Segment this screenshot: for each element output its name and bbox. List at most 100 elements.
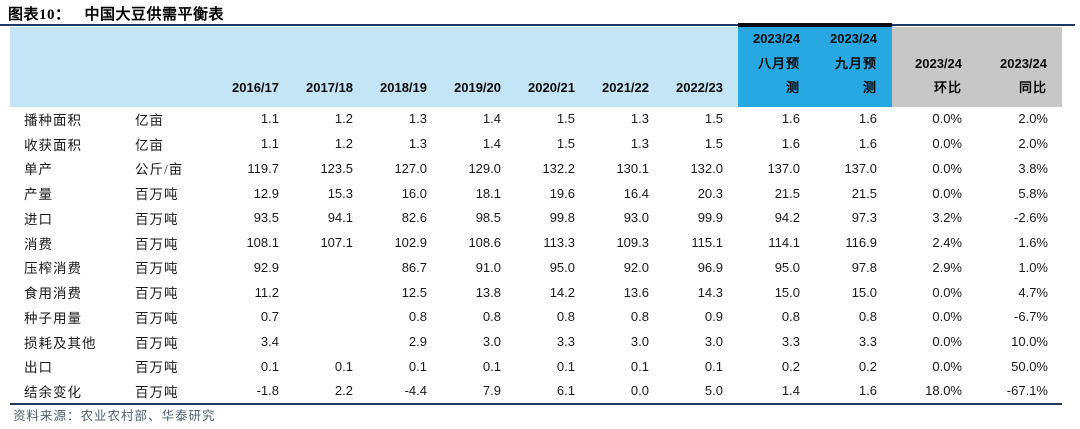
row-label: 压榨消费 xyxy=(10,255,130,280)
cell-value: 14.3 xyxy=(664,279,738,305)
header-year: 2016/17 xyxy=(220,27,294,107)
header-line: 2023/24 xyxy=(915,55,962,71)
header-line: 测 xyxy=(862,80,877,95)
cell-value: 0.2 xyxy=(815,354,892,379)
title-divider-rule xyxy=(0,24,1075,26)
header-line: 八月预 xyxy=(757,55,800,71)
cell-value: 0.0% xyxy=(892,180,977,206)
cell-value xyxy=(294,279,368,305)
cell-value: 0.8 xyxy=(516,304,590,330)
cell-value: 1.2 xyxy=(294,106,368,132)
cell-value: 0.0% xyxy=(892,106,977,132)
cell-value: 1.4 xyxy=(442,131,516,156)
header-line: 测 xyxy=(785,80,800,95)
cell-value: 82.6 xyxy=(368,205,442,231)
cell-value: 4.7% xyxy=(977,279,1062,305)
cell-value: 0.0% xyxy=(892,304,977,330)
cell-value: 0.0% xyxy=(892,279,977,305)
cell-value: 12.5 xyxy=(368,279,442,305)
cell-value: 108.1 xyxy=(220,230,294,255)
cell-value: 5.0 xyxy=(664,378,738,404)
cell-value: 7.9 xyxy=(442,378,516,404)
header-unit-blank xyxy=(130,27,220,107)
cell-value: 1.5 xyxy=(664,106,738,132)
cell-value: 130.1 xyxy=(590,156,664,181)
cell-value: 19.6 xyxy=(516,180,590,206)
table-row: 播种面积 亿亩 1.1 1.2 1.3 1.4 1.5 1.3 1.5 1.6 1.6 0.0% 2.0… xyxy=(10,106,1062,132)
header-yoy-change: 2023/24 同比 xyxy=(977,27,1062,107)
cell-value: 0.1 xyxy=(590,354,664,379)
cell-value: -1.8 xyxy=(220,378,294,404)
cell-value: 3.3 xyxy=(815,329,892,354)
row-unit: 百万吨 xyxy=(130,255,220,280)
cell-value: 1.1 xyxy=(220,106,294,132)
row-label: 损耗及其他 xyxy=(10,329,130,354)
cell-value: 2.0% xyxy=(977,131,1062,156)
header-forecast-september: 2023/24 九月预 测 xyxy=(815,27,892,107)
cell-value: 3.0 xyxy=(442,329,516,354)
cell-value: 99.8 xyxy=(516,205,590,231)
cell-value: 137.0 xyxy=(738,156,815,181)
cell-value: 1.3 xyxy=(368,131,442,156)
row-unit: 亿亩 xyxy=(130,131,220,156)
cell-value: 2.9% xyxy=(892,255,977,280)
row-label: 种子用量 xyxy=(10,304,130,330)
row-unit: 亿亩 xyxy=(130,106,220,132)
cell-value: 1.6 xyxy=(738,131,815,156)
cell-value: 0.7 xyxy=(220,304,294,330)
table-row: 进口 百万吨 93.5 94.1 82.6 98.5 99.8 93.0 99.9 94.2 97.… xyxy=(10,205,1062,231)
cell-value: 5.8% xyxy=(977,180,1062,206)
cell-value: 115.1 xyxy=(664,230,738,255)
cell-value: 3.0 xyxy=(664,329,738,354)
cell-value: 92.0 xyxy=(590,255,664,280)
header-line: 同比 xyxy=(1018,80,1047,95)
cell-value: 102.9 xyxy=(368,230,442,255)
cell-value: 86.7 xyxy=(368,255,442,280)
cell-value: 123.5 xyxy=(294,156,368,181)
cell-value: 0.1 xyxy=(664,354,738,379)
cell-value: -6.7% xyxy=(977,304,1062,330)
cell-value: 132.2 xyxy=(516,156,590,181)
cell-value: 1.2 xyxy=(294,131,368,156)
cell-value: 3.0 xyxy=(590,329,664,354)
row-unit: 公斤/亩 xyxy=(130,156,220,181)
cell-value: 15.3 xyxy=(294,180,368,206)
cell-value: 107.1 xyxy=(294,230,368,255)
row-label: 进口 xyxy=(10,205,130,231)
cell-value xyxy=(294,304,368,330)
row-label: 播种面积 xyxy=(10,106,130,132)
table-row: 结余变化 百万吨 -1.8 2.2 -4.4 7.9 6.1 0.0 5.0 1.4 1.6 18.0… xyxy=(10,378,1062,404)
header-line: 2023/24 xyxy=(830,31,877,46)
table-row: 种子用量 百万吨 0.7 0.8 0.8 0.8 0.8 0.9 0.8 0.8 0.0% -6.7% xyxy=(10,304,1062,330)
table-row: 压榨消费 百万吨 92.9 86.7 91.0 95.0 92.0 96.9 95.0 97.8 2… xyxy=(10,255,1062,280)
cell-value: 0.8 xyxy=(815,304,892,330)
cell-value: 1.6% xyxy=(977,230,1062,255)
figure-title: 图表10： 中国大豆供需平衡表 xyxy=(8,3,224,24)
cell-value: 1.6 xyxy=(738,106,815,132)
cell-value: 0.8 xyxy=(590,304,664,330)
cell-value: 0.1 xyxy=(294,354,368,379)
table-row: 损耗及其他 百万吨 3.4 2.9 3.0 3.3 3.0 3.0 3.3 3.3 0.0% 10.0… xyxy=(10,329,1062,354)
row-label: 产量 xyxy=(10,180,130,206)
cell-value: 93.0 xyxy=(590,205,664,231)
header-year: 2018/19 xyxy=(368,27,442,107)
cell-value: 2.0% xyxy=(977,106,1062,132)
cell-value: 1.5 xyxy=(516,131,590,156)
cell-value: 96.9 xyxy=(664,255,738,280)
cell-value: 0.0% xyxy=(892,354,977,379)
cell-value xyxy=(294,329,368,354)
cell-value: 12.9 xyxy=(220,180,294,206)
row-label: 出口 xyxy=(10,354,130,379)
cell-value: 95.0 xyxy=(516,255,590,280)
header-year: 2019/20 xyxy=(442,27,516,107)
cell-value: 13.6 xyxy=(590,279,664,305)
cell-value: 97.8 xyxy=(815,255,892,280)
cell-value: 97.3 xyxy=(815,205,892,231)
row-unit: 百万吨 xyxy=(130,329,220,354)
header-line: 2023/24 xyxy=(753,31,800,46)
source-note: 资料来源：农业农村部、华泰研究 xyxy=(13,409,216,423)
header-year: 2021/22 xyxy=(590,27,664,107)
cell-value: 18.1 xyxy=(442,180,516,206)
soybean-balance-table: 2016/17 2017/18 2018/19 2019/20 2020/21 … xyxy=(10,27,1062,405)
